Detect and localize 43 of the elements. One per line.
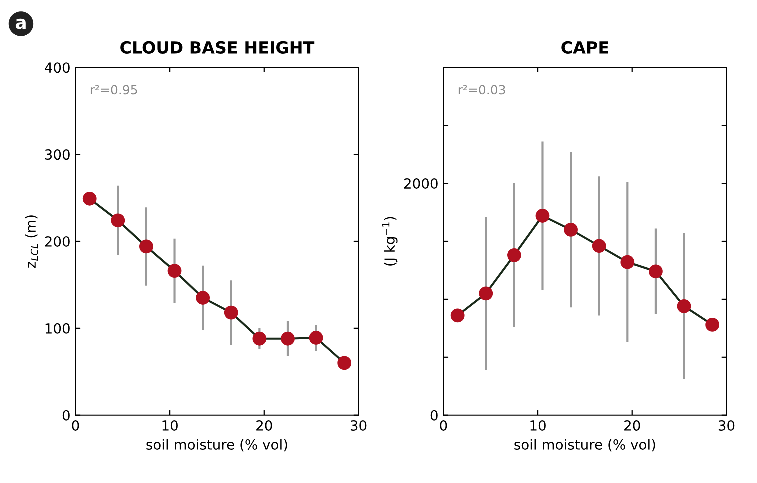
annotation: r²=0.03 bbox=[458, 85, 506, 95]
x-axis-title: soil moisture (% vol) bbox=[514, 439, 656, 452]
annotation: r²=0.95 bbox=[90, 85, 138, 95]
point bbox=[649, 264, 663, 279]
point bbox=[592, 239, 606, 254]
point bbox=[111, 214, 126, 228]
point bbox=[252, 332, 267, 346]
point bbox=[82, 192, 97, 206]
chart-title: CAPE bbox=[562, 41, 608, 54]
y-tick-label: 0 bbox=[62, 410, 70, 421]
point bbox=[479, 286, 494, 301]
point bbox=[338, 356, 352, 370]
x-axis-title: soil moisture (% vol) bbox=[146, 439, 288, 452]
y-tick-label: 2000 bbox=[404, 178, 438, 190]
x-tick-label: 0 bbox=[72, 420, 80, 431]
x-tick-label: 20 bbox=[256, 420, 272, 431]
point bbox=[536, 209, 550, 223]
y-tick-label: 400 bbox=[45, 62, 70, 74]
x-tick-label: 10 bbox=[162, 420, 178, 431]
y-axis-title: (J kg$^{−1}$) bbox=[382, 217, 398, 266]
y-axis-title: z$_{LCL}$ (m) bbox=[25, 216, 38, 268]
chart-title: CLOUD BASE HEIGHT bbox=[120, 41, 315, 54]
x-tick-label: 10 bbox=[530, 420, 546, 431]
point bbox=[564, 222, 578, 237]
y-tick-label: 100 bbox=[46, 323, 70, 334]
point bbox=[507, 248, 522, 262]
point bbox=[140, 240, 154, 254]
text: a bbox=[16, 18, 26, 30]
x-tick-label: 0 bbox=[440, 420, 448, 431]
x-tick-label: 30 bbox=[718, 420, 735, 431]
point bbox=[620, 255, 635, 270]
point bbox=[196, 291, 210, 305]
point bbox=[677, 299, 692, 314]
point bbox=[281, 332, 295, 346]
point bbox=[450, 308, 465, 323]
point bbox=[309, 331, 324, 345]
x-tick-label: 30 bbox=[350, 420, 367, 431]
point bbox=[224, 306, 238, 320]
point bbox=[168, 264, 182, 278]
y-tick-label: 300 bbox=[45, 150, 70, 160]
x-tick-label: 20 bbox=[624, 420, 640, 431]
point bbox=[706, 318, 720, 332]
y-tick-label: 200 bbox=[45, 236, 70, 247]
